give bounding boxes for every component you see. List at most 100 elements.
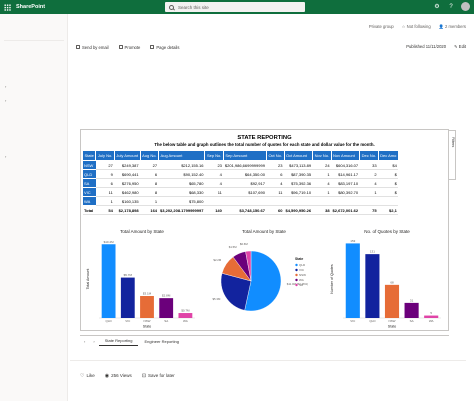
- bar: [424, 315, 439, 318]
- table-cell: 33: [359, 160, 379, 170]
- site-meta: Private group ☆ Not following 👤 2 member…: [369, 24, 466, 30]
- table-header-cell[interactable]: State: [81, 150, 97, 161]
- bar-chart-amount-svg: Total Amount by State $10.4M QLD $5.7M VIC $3…: [86, 229, 195, 329]
- table-cell: $2,178,898: [114, 205, 141, 215]
- tab-engineer-reporting[interactable]: Engineer Reporting: [144, 338, 179, 344]
- bar: [384, 284, 400, 318]
- data-label: $10.4M: [104, 240, 115, 244]
- table-header-cell[interactable]: Dec Amo: [377, 150, 399, 161]
- table-cell: $68,330: [158, 187, 205, 197]
- chart-title: Total Amount by State: [242, 229, 286, 234]
- save-for-later-button[interactable]: ⊡ Save for later: [142, 373, 175, 379]
- bar-chart-amount[interactable]: Total Amount by State $10.4M QLD $5.7M VIC $3…: [83, 226, 201, 331]
- command-bar: Send by email Promote Page details Publi…: [76, 42, 466, 52]
- table-cell: [223, 196, 267, 206]
- tab-next-icon[interactable]: ›: [93, 338, 95, 344]
- members-button[interactable]: 👤 2 members: [438, 24, 466, 29]
- filters-label: Filters: [451, 137, 455, 148]
- tick-label: NSW: [144, 319, 151, 323]
- table-cell: 1: [140, 196, 159, 206]
- pie-chart-amount[interactable]: Total Amount by State $11.0M (53.46%) $5.3…: [203, 226, 325, 331]
- table-header-cell[interactable]: Aug Amount: [158, 150, 206, 161]
- table-cell: 27: [95, 160, 115, 170]
- table-row[interactable]: VIC 11 $462,980 8 $68,330 11 $107,690 11 $96,719…: [82, 187, 399, 197]
- data-label: $5.3M: [213, 297, 221, 301]
- table-header-cell[interactable]: Sep Amount: [222, 150, 267, 161]
- table-cell: $90,152.40: [158, 169, 205, 179]
- edit-button[interactable]: ✎ Edit: [454, 44, 466, 49]
- eye-icon: ◉: [104, 373, 110, 379]
- powerbi-report[interactable]: STATE REPORTING The below table and grap…: [80, 129, 456, 331]
- send-by-email-button[interactable]: Send by email: [76, 45, 109, 50]
- tick-label: NSW: [389, 319, 396, 323]
- tick-label: SA: [410, 319, 414, 323]
- table-cell: 140: [204, 205, 224, 215]
- nav-chevron-icon[interactable]: ›: [5, 84, 7, 89]
- table-total-row[interactable]: Total 54 $2,178,898 164 $3,202,208.179999999…: [82, 205, 399, 215]
- table-header-cell[interactable]: Oct No.: [265, 150, 285, 161]
- table-cell: $604,316.07: [331, 160, 360, 170]
- save-label: Save for later: [148, 373, 175, 378]
- table-cell: $: [378, 187, 399, 197]
- table-cell: $2,1: [378, 205, 399, 215]
- settings-icon[interactable]: ⚙: [434, 3, 440, 10]
- bar-chart-quotes[interactable]: No. of Quotes by State 153 VIC 131 QLD 68 NSW 3…: [327, 226, 447, 331]
- nav-chevron-icon[interactable]: ›: [5, 98, 7, 103]
- table-header-cell[interactable]: Sep No.: [204, 150, 224, 161]
- table-header-cell[interactable]: Dec No.: [359, 150, 379, 161]
- table-cell: [378, 196, 399, 206]
- privacy-label: Private group: [368, 24, 394, 29]
- table-header-cell[interactable]: Nov Amount: [330, 150, 361, 161]
- brand-name[interactable]: SharePoint: [16, 4, 46, 10]
- data-label: 31: [410, 298, 414, 302]
- report-subtitle: The below table and graph outlines the t…: [154, 142, 375, 147]
- table-cell: $690,441: [114, 169, 141, 179]
- chart-title: No. of Quotes by State: [364, 229, 410, 234]
- table-cell: $64,350.00: [223, 169, 267, 179]
- views-label: 256 Views: [111, 373, 132, 378]
- bar: [365, 254, 380, 318]
- like-button[interactable]: ♡ Like: [80, 373, 95, 379]
- table-cell: 6: [266, 169, 284, 179]
- avatar[interactable]: [461, 2, 470, 11]
- send-label: Send by email: [82, 44, 109, 50]
- tab-state-reporting[interactable]: State Reporting: [98, 336, 139, 346]
- table-cell: [284, 196, 313, 206]
- table-header-cell[interactable]: Oct Amount: [283, 150, 314, 161]
- suite-bar: SharePoint Search this site ⚙ ?: [0, 0, 474, 14]
- chart-title: Total Amount by State: [120, 229, 164, 234]
- table-header-cell[interactable]: Nov No.: [312, 150, 332, 161]
- tick-label: VIC: [350, 319, 356, 323]
- page-details-button[interactable]: Page details: [150, 45, 179, 50]
- promote-button[interactable]: Promote: [118, 45, 140, 50]
- table-row[interactable]: QLD 9 $690,441 6 $90,152.40 4 $64,350.00 6 $87,3…: [82, 169, 399, 179]
- table-cell: 27: [140, 160, 159, 170]
- table-cell: $473,113.89: [284, 160, 313, 170]
- table-cell: $87,390.35: [284, 169, 313, 179]
- data-label: 68: [390, 280, 394, 284]
- state-table[interactable]: State July No. July Amount Aug No. Aug Amoun…: [81, 150, 399, 215]
- x-axis-label: State: [143, 325, 151, 329]
- search-placeholder[interactable]: Search this site: [178, 4, 209, 10]
- nav-chevron-icon[interactable]: ›: [5, 154, 7, 159]
- bar: [178, 313, 193, 318]
- table-cell: $83,197.10: [331, 178, 360, 188]
- table-header-cell[interactable]: July Amount: [113, 150, 141, 161]
- tab-prev-icon[interactable]: ‹: [84, 338, 86, 344]
- table-header-cell[interactable]: July No.: [95, 150, 115, 161]
- table-cell: 54: [95, 205, 115, 215]
- table-row[interactable]: NSW 27 $249,387 27 $212,155.16 23 $201,986,669…: [82, 160, 399, 170]
- search-box[interactable]: Search this site: [165, 2, 305, 12]
- help-icon[interactable]: ?: [449, 3, 453, 10]
- table-row[interactable]: WA 1 $160,135 1 $75,800: [82, 196, 399, 206]
- table-cell: 2: [359, 169, 379, 179]
- table-cell: 4: [204, 169, 224, 179]
- app-launcher-icon[interactable]: [0, 0, 14, 14]
- table-cell: [204, 196, 224, 206]
- tick-label: VIC: [125, 319, 131, 323]
- table-header-cell[interactable]: Aug No.: [139, 150, 160, 161]
- filters-pane-toggle[interactable]: Filters: [448, 130, 456, 180]
- tick-label: QLD: [106, 319, 113, 323]
- follow-button[interactable]: ☆ Not following: [401, 24, 431, 29]
- table-row[interactable]: SA 6 $276,950 8 $65,780 4 $92,917 4 $75,392.36 4 $…: [82, 178, 399, 188]
